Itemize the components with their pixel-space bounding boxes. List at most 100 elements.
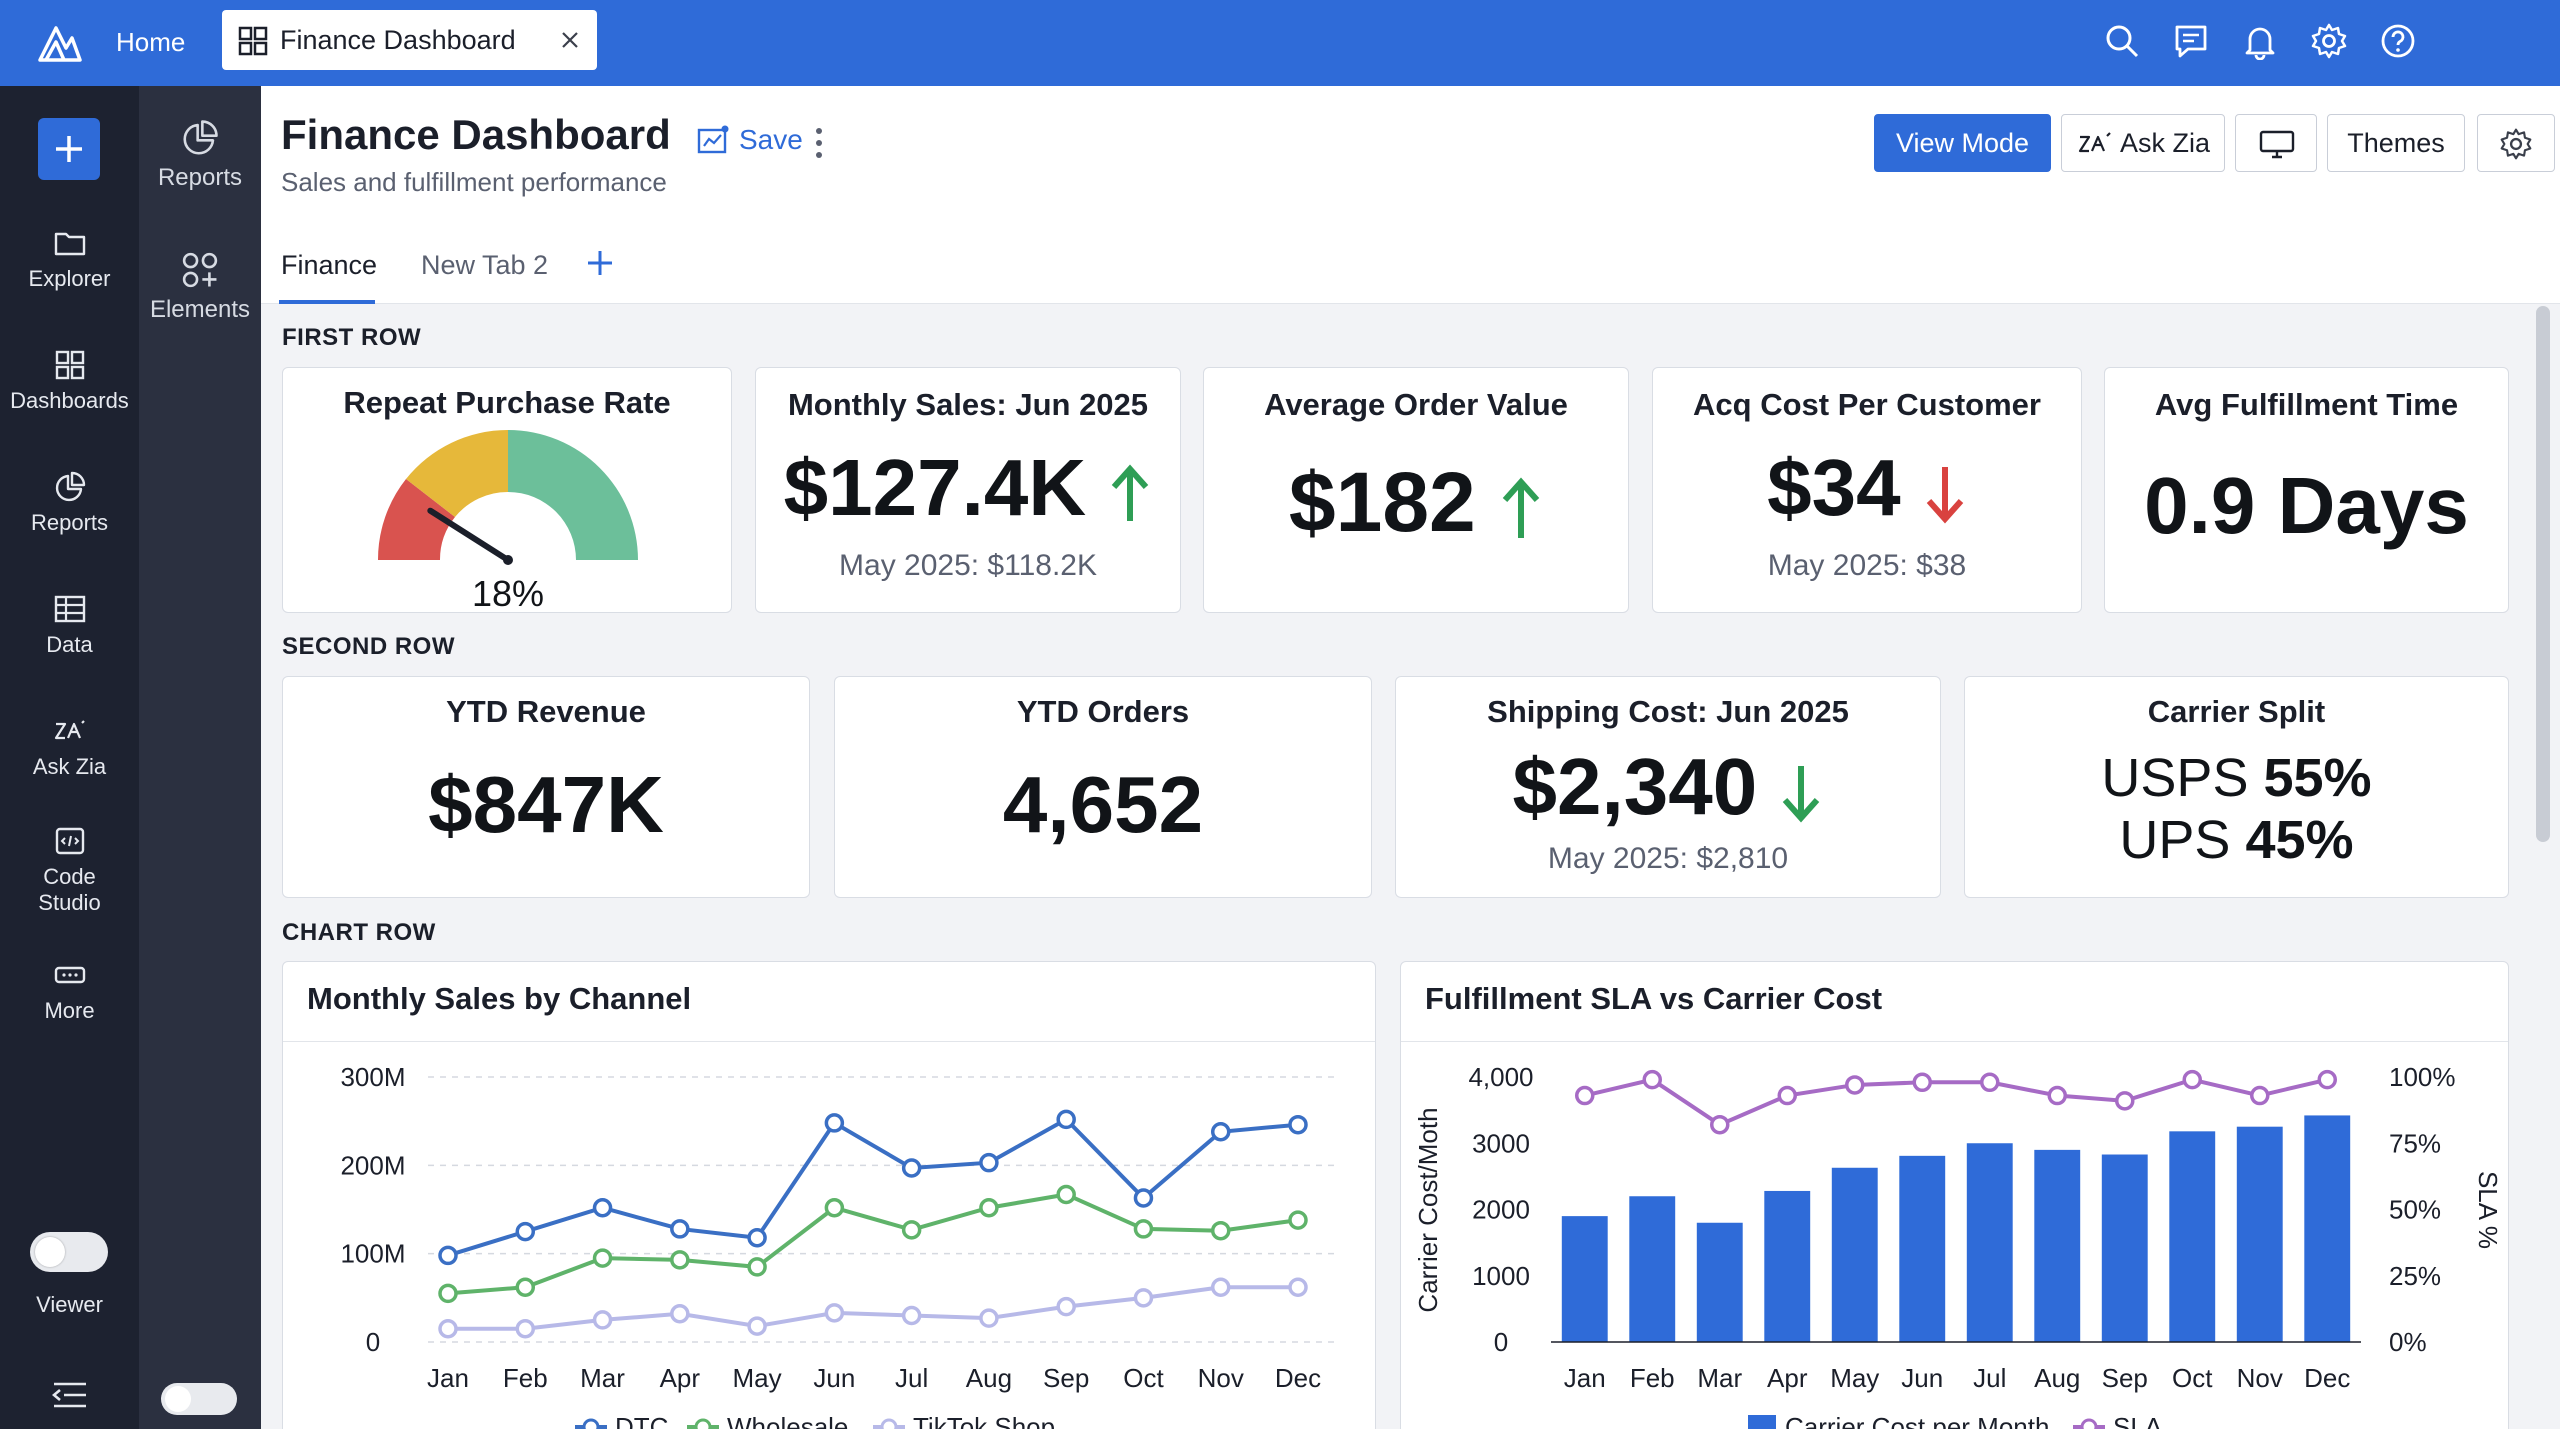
divider [1401, 1041, 2508, 1042]
kpi-card-repeat-purchase[interactable]: Repeat Purchase Rate 18% [282, 367, 732, 614]
x-tick-label: Jul [1973, 1363, 2006, 1393]
viewer-toggle[interactable] [30, 1232, 108, 1272]
data-point [1845, 1075, 1865, 1095]
rail-item-data[interactable]: Data [0, 592, 139, 658]
rail-item-label: Dashboards [10, 388, 129, 413]
code-icon [55, 827, 84, 855]
gauge-segment-mid [406, 429, 508, 517]
tab-new-tab-2[interactable]: New Tab 2 [421, 250, 549, 280]
vertical-scrollbar[interactable] [2536, 306, 2550, 842]
data-point [747, 1228, 767, 1248]
y-tick-label: 4,000 [1468, 1062, 1533, 1092]
chart-title: Fulfillment SLA vs Carrier Cost [1425, 981, 1883, 1016]
home-link[interactable]: Home [116, 27, 186, 57]
subpanel-item-elements[interactable]: Elements [139, 250, 261, 324]
subpanel-item-reports[interactable]: Reports [139, 118, 261, 192]
data-point [901, 1220, 922, 1240]
rail-item-more[interactable]: More [0, 958, 139, 1024]
data-point [1912, 1072, 1932, 1093]
table-icon [54, 595, 85, 623]
kpi-value: $34 [1653, 440, 2081, 536]
add-tab-icon[interactable] [583, 246, 617, 280]
settings-button[interactable] [2477, 114, 2555, 172]
x-tick-label: Jun [1901, 1363, 1943, 1393]
help-icon[interactable] [2379, 22, 2417, 60]
data-point [747, 1316, 767, 1336]
dashboard-grid-icon [238, 26, 268, 56]
x-tick-label: Mar [1697, 1363, 1742, 1393]
card-title: YTD Orders [1016, 694, 1190, 729]
kpi-card-ytd-orders[interactable]: YTD Orders 4,652 [834, 676, 1372, 898]
kpi-card-average-order[interactable]: Average Order Value $182 [1203, 367, 1629, 613]
kpi-value: $182 [1204, 452, 1628, 552]
present-button[interactable] [2235, 114, 2317, 172]
bell-icon[interactable] [2241, 22, 2279, 60]
folder-icon [54, 232, 85, 256]
kpi-value-text: $2,340 [1512, 742, 1758, 831]
kpi-value-text: 0.9 Days [2144, 461, 2469, 550]
rail-item-explorer[interactable]: Explorer [0, 226, 139, 292]
close-icon[interactable] [556, 26, 584, 54]
x-tick-label: Apr [660, 1363, 701, 1393]
active-tab-indicator [279, 300, 375, 304]
ask-zia-button[interactable]: Ask Zia [2061, 114, 2225, 172]
rail-item-reports[interactable]: Reports [0, 470, 139, 536]
kpi-card-monthly-sales[interactable]: Monthly Sales: Jun 2025 $127.4K May 2025… [755, 367, 1181, 613]
legend-swatch-bar [1748, 1415, 1776, 1429]
data-point [1210, 1220, 1231, 1241]
gauge-segment-low [377, 479, 455, 560]
rail-item-dashboards[interactable]: Dashboards [0, 348, 139, 414]
collapse-menu-icon[interactable] [52, 1380, 88, 1410]
subpanel-item-label: Elements [149, 296, 251, 323]
panel-toggle[interactable] [161, 1383, 237, 1415]
dashboard-tab[interactable]: Finance Dashboard [222, 10, 597, 70]
series-line-tiktok-shop [448, 1285, 1298, 1331]
x-tick-label: Feb [503, 1363, 548, 1393]
dashboard-tab-label: Finance Dashboard [280, 25, 516, 55]
kpi-card-acq-cost[interactable]: Acq Cost Per Customer $34 May 2025: $38 [1652, 367, 2082, 613]
kpi-value-text: $34 [1767, 443, 1901, 532]
y-tick-label: 100M [340, 1239, 405, 1269]
kpi-value: $2,340 [1396, 739, 1940, 835]
x-tick-label: Oct [1123, 1363, 1164, 1393]
themes-button[interactable]: Themes [2327, 114, 2465, 172]
x-tick-label: Oct [2172, 1363, 2213, 1393]
x-tick-label: Mar [580, 1363, 625, 1393]
rail-item-ask-zia[interactable]: Ask Zia [0, 714, 139, 780]
data-point [438, 1319, 458, 1339]
gauge-chart: 18% [377, 429, 638, 614]
top-bar: Home Finance Dashboard [0, 0, 2560, 86]
kpi-card-carrier-split[interactable]: Carrier Split USPS 55% UPS 45% [1964, 676, 2509, 898]
y2-axis-label: SLA % [2473, 1171, 2503, 1249]
legend-label: TikTok Shop [913, 1412, 1055, 1429]
app-logo-icon[interactable] [36, 20, 82, 66]
kpi-compare: May 2025: $2,810 [1547, 842, 1789, 875]
trend-down-icon [1926, 466, 1964, 524]
rail-item-code-studio[interactable]: Code Studio [0, 824, 139, 916]
chart-card-fulfillment-sla[interactable]: Fulfillment SLA vs Carrier Cost 0 1000 200… [1400, 961, 2509, 1429]
data-point [515, 1277, 536, 1297]
search-icon[interactable] [2103, 22, 2141, 60]
rail-item-label: Ask Zia [32, 754, 107, 779]
rail-item-label: Data [46, 632, 93, 657]
bar [1764, 1190, 1811, 1342]
data-point [670, 1219, 690, 1239]
kpi-card-shipping-cost[interactable]: Shipping Cost: Jun 2025 $2,340 May 2025:… [1395, 676, 1941, 898]
view-mode-button[interactable]: View Mode [1874, 114, 2051, 172]
gear-icon[interactable] [2310, 22, 2348, 60]
chart-card-monthly-sales[interactable]: Monthly Sales by Channel 0 100M 200M 300M Ja… [282, 961, 1376, 1429]
kpi-card-fulfillment-time[interactable]: Avg Fulfillment Time 0.9 Days [2104, 367, 2509, 613]
x-tick-label: Dec [1275, 1363, 1321, 1393]
tab-finance[interactable]: Finance [281, 250, 378, 280]
x-tick-label: Sep [1043, 1363, 1089, 1393]
legend-swatch-marker [582, 1418, 600, 1429]
series-line-dtc [447, 1116, 1299, 1258]
secondary-panel: Reports Elements [139, 86, 261, 1429]
x-tick-label: Sep [2102, 1363, 2148, 1393]
more-options-icon[interactable] [809, 126, 829, 160]
x-tick-label: Nov [2237, 1363, 2283, 1393]
grid-icon [55, 350, 84, 380]
kpi-card-ytd-revenue[interactable]: YTD Revenue $847K [282, 676, 810, 898]
chat-icon[interactable] [2172, 22, 2210, 60]
add-button[interactable] [38, 118, 100, 180]
